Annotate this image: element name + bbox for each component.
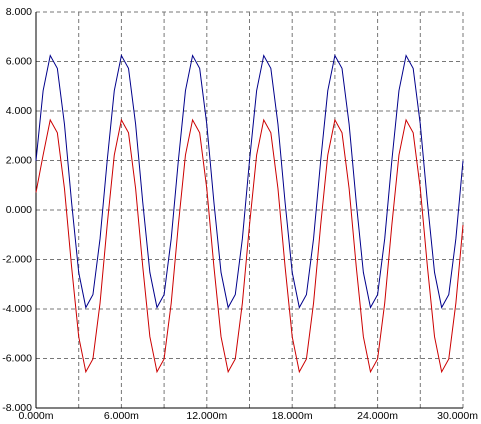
x-tick-label: 18.000m: [272, 410, 313, 422]
x-tick-label: 6.000m: [104, 410, 139, 422]
x-tick-label: 24.000m: [357, 410, 398, 422]
y-tick-label: -4.000: [2, 303, 32, 315]
data-line: [35, 118, 464, 374]
x-tick-label: 0.000m: [18, 410, 53, 422]
y-tick-label: -8.000: [2, 402, 32, 414]
y-tick-label: 8.000: [6, 6, 32, 18]
y-tick-label: 6.000: [6, 55, 32, 67]
data-line: [35, 54, 464, 309]
y-tick-label: -2.000: [2, 253, 32, 265]
y-tick-label: 4.000: [6, 105, 32, 117]
y-tick-label: 2.000: [6, 154, 32, 166]
x-tick-label: 30.000m: [437, 410, 478, 422]
y-tick-label: 0.000: [6, 204, 32, 216]
y-tick-label: -6.000: [2, 352, 32, 364]
x-tick-label: 12.000m: [186, 410, 227, 422]
